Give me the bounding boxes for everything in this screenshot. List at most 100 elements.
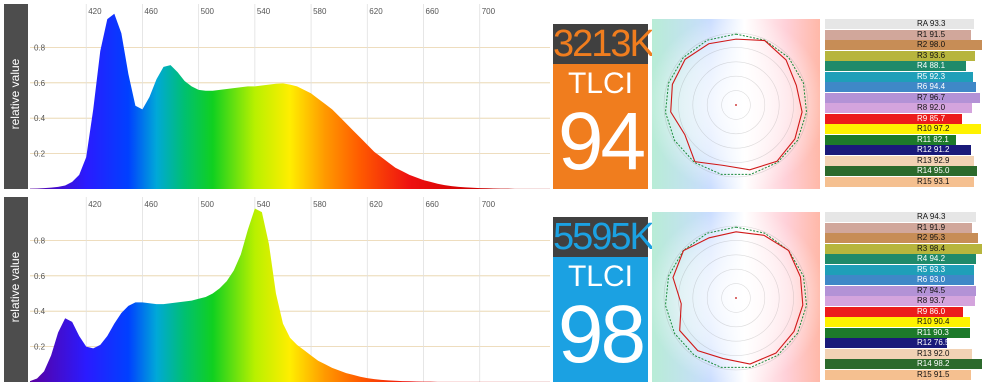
x-tick-label: 420 (88, 7, 102, 16)
cri-bar: R1 91.5 (825, 29, 972, 40)
cri-label: R8 92.0 (917, 103, 946, 112)
cri-label: R7 96.7 (917, 92, 946, 102)
cri-bar: RA 94.3 (825, 212, 976, 222)
cri-label: R11 90.3 (917, 327, 949, 337)
y-tick-label: 0.6 (34, 79, 46, 88)
cri-bar: R3 93.6 (825, 50, 975, 61)
y-tick-label: 0.8 (34, 43, 46, 52)
cri-bar: R6 93.0 (825, 275, 974, 285)
measurement-panel: relative value 0.2 0.4 0.6 0.8 420 460 500 540 5… (0, 197, 988, 382)
cri-bar: R14 98.2 (825, 359, 983, 369)
y-tick-label: 0.2 (34, 150, 46, 159)
cri-bar: R13 92.9 (825, 155, 974, 166)
x-tick-label: 660 (426, 200, 440, 209)
cri-bar: R4 94.2 (825, 254, 976, 264)
cri-label: R7 94.5 (917, 285, 946, 295)
cri-label: R2 95.3 (917, 233, 946, 242)
cri-label: R1 91.5 (917, 29, 946, 39)
y-tick-label: 0.6 (34, 272, 46, 281)
cri-bar: R9 86.0 (825, 306, 963, 317)
cri-label: R13 92.9 (917, 155, 950, 165)
polar-center-dot (735, 297, 737, 299)
polar-grid-ring (706, 75, 766, 135)
x-tick-label: 620 (369, 200, 383, 209)
cri-bar: R6 94.4 (825, 82, 976, 92)
y-tick-label: 0.8 (34, 236, 46, 245)
spectrum-area (30, 13, 550, 189)
y-axis-label: relative value (8, 251, 22, 323)
y-tick-label: 0.4 (34, 114, 46, 123)
cri-label: R15 93.1 (917, 176, 950, 186)
cri-bar: R2 95.3 (825, 233, 978, 243)
cri-bar-list: RA 93.3 R1 91.5 R2 98.0 R3 93.6 R4 88.1 R5 92… (825, 19, 985, 189)
polar-measured-outline (672, 231, 804, 365)
polar-grid-ring (692, 61, 780, 149)
polar-grid-ring (663, 225, 809, 371)
polar-measured-outline (670, 38, 803, 171)
cri-label: R9 85.7 (917, 113, 946, 123)
polar-grid-ring (721, 90, 751, 120)
cri-label: R6 93.0 (917, 275, 946, 284)
x-tick-label: 460 (144, 200, 158, 209)
cri-label: R10 90.4 (917, 317, 950, 326)
cri-label: R11 82.1 (917, 134, 949, 144)
x-tick-label: 460 (144, 7, 158, 16)
y-tick-label: 0.4 (34, 307, 46, 316)
polar-grid-ring (678, 240, 794, 356)
cri-bar: R10 97.2 (825, 124, 981, 134)
x-tick-label: 580 (313, 200, 327, 209)
cct-value: 5595K (553, 216, 655, 258)
polar-reference-outline (664, 226, 808, 368)
cri-bar: R1 91.9 (825, 222, 972, 233)
cri-bar: R7 94.5 (825, 285, 977, 296)
cri-label: R2 98.0 (917, 40, 946, 49)
polar-grid-ring (692, 254, 780, 342)
cri-label: R3 93.6 (917, 50, 946, 60)
x-tick-label: 540 (257, 7, 271, 16)
cri-label: R12 91.2 (917, 145, 950, 154)
x-tick-label: 500 (201, 7, 215, 16)
tlci-box: TLCI 98 (553, 257, 648, 382)
cri-bar: R11 82.1 (825, 134, 957, 145)
cri-bar: R15 91.5 (825, 369, 972, 380)
color-fidelity-polar-chart (652, 19, 820, 189)
polar-center-dot (735, 104, 737, 106)
cri-bar: R8 93.7 (825, 296, 975, 306)
cri-bar: RA 93.3 (825, 19, 975, 29)
cri-label: RA 93.3 (917, 19, 946, 28)
cct-value: 3213K (553, 23, 655, 65)
cri-label: R15 91.5 (917, 369, 950, 379)
cri-bar: R13 92.0 (825, 348, 973, 359)
polar-reference-outline (664, 33, 808, 175)
cri-label: R14 95.0 (917, 166, 950, 175)
cri-bar: R2 98.0 (825, 40, 982, 50)
cri-bar: R4 88.1 (825, 61, 966, 71)
y-axis-label-bar (4, 4, 28, 189)
x-tick-label: 540 (257, 200, 271, 209)
polar-grid-ring (721, 283, 751, 313)
tlci-label: TLCI (567, 67, 633, 100)
polar-grid-ring (706, 268, 766, 328)
cri-bar: R3 98.4 (825, 243, 983, 254)
x-tick-label: 500 (201, 200, 215, 209)
cri-bar: R15 93.1 (825, 176, 974, 187)
spectrum-area (30, 208, 550, 382)
cri-label: R10 97.2 (917, 124, 950, 133)
y-tick-label: 0.2 (34, 343, 46, 352)
cri-label: R6 94.4 (917, 82, 946, 91)
tlci-value: 94 (557, 96, 646, 187)
cri-bar: R5 92.3 (825, 71, 973, 82)
polar-grid-ring (663, 32, 809, 178)
cri-label: R5 93.3 (917, 264, 946, 274)
cri-label: R3 98.4 (917, 243, 946, 253)
x-tick-label: 580 (313, 7, 327, 16)
cri-label: R1 91.9 (917, 222, 946, 232)
tlci-box: TLCI 94 (553, 64, 648, 189)
cri-bar: R12 91.2 (825, 145, 971, 155)
cri-bar-list: RA 94.3 R1 91.9 R2 95.3 R3 98.4 R4 94.2 R5 93… (825, 212, 985, 382)
cri-bar: R8 92.0 (825, 103, 973, 113)
cri-label: R12 76.5 (917, 338, 950, 347)
cri-bar: R7 96.7 (825, 92, 980, 103)
cri-label: R13 92.0 (917, 348, 950, 358)
x-tick-label: 620 (369, 7, 383, 16)
